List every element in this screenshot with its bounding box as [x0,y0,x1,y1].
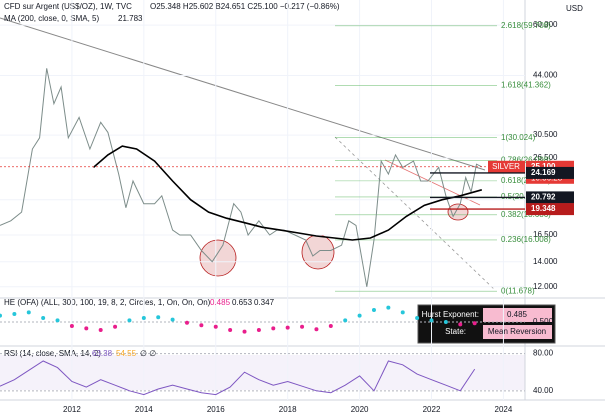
x-tick-label: 2022 [423,405,441,414]
hurst-dot [156,315,161,320]
table-label: Hurst Exponent: [422,310,479,319]
x-tick-label: 2018 [279,405,297,414]
hurst-reading: 0.485 [210,298,231,307]
hurst-title: HE (OFA) (ALL, 300, 100, 19, 8, 2, Circl… [4,298,211,307]
fib-label: 2.618(59.708) [501,21,551,30]
rsi-band [0,355,525,390]
x-tick-label: 2020 [351,405,369,414]
price-tag [526,166,574,179]
hurst-dot [314,327,319,332]
hurst-dot [400,310,405,315]
hurst-dot [472,321,477,326]
price-tag-label: 20.792 [531,193,556,202]
hurst-dot [386,305,391,310]
rsi-reading: 63.38 [92,349,113,358]
chart-title: CFD sur Argent (US$/OZ), 1W, TVC [4,2,132,11]
series-line [0,360,476,396]
highlight-circle [447,203,469,221]
x-tick-label: 2024 [495,405,513,414]
axis-unit: USD [566,4,583,13]
table-cell [483,308,552,322]
hurst-dot [98,328,103,332]
trendline [0,17,486,171]
hurst-dot [228,328,233,332]
hurst-dot [127,318,132,323]
hurst-dot [26,310,31,315]
symbol-tag-label: SILVER [492,162,520,171]
hurst-dot [343,318,348,323]
rsi-suffix: ∅ ∅ [140,349,156,358]
y-tick-label: 60.000 [533,20,558,29]
y-tick-label: 30.500 [533,130,558,139]
series-line [92,145,483,241]
x-tick-label: 2012 [63,405,81,414]
hurst-dot [84,326,89,331]
hurst-dot [242,329,247,334]
fib-label: 0.236(16.008) [501,235,551,244]
hurst-dot [357,313,362,318]
y-tick-label: 80.00 [533,349,554,358]
hurst-dot [69,324,74,328]
fib-diagonal [334,136,496,291]
hurst-dot [55,318,60,323]
highlight-circle [199,239,237,277]
table-value: 0.485 [507,310,528,319]
hurst-dot [41,316,46,320]
table-value: Mean Reversion [488,327,546,336]
fib-label: 0.5(20.851) [501,192,542,201]
ohlc-readout: O25.348 H25.602 B24.651 C25.100 −0.217 (… [150,2,340,11]
rsi-reading: 54.55 [116,349,137,358]
table-label: State: [445,327,466,336]
hurst-dot [300,324,305,329]
hurst-dot [113,324,118,329]
hurst-dot [285,325,290,330]
hurst-dot [458,322,463,327]
hurst-dot [371,308,376,312]
price-tag [526,203,574,216]
y-tick-label: 14.000 [533,257,558,266]
ma-legend: MA (200, close, 0, SMA, 5) [4,14,99,23]
symbol-tag [488,160,525,173]
hurst-dot [415,316,420,320]
x-tick-label: 2014 [135,405,153,414]
price-tag [526,191,574,204]
fib-label: 0.786(26.098) [501,156,551,165]
fib-label: 1(30.024) [501,133,536,142]
hurst-dot [256,328,261,332]
hurst-reading: 0.653 [232,298,253,307]
y-tick-label: 12.000 [533,282,558,291]
price-tag-label: 19.348 [531,204,556,213]
hurst-dot [12,312,17,316]
y-tick-label: 16.500 [533,230,558,239]
series-line [0,68,483,287]
price-tag-label: 24.169 [531,168,556,177]
hurst-dot [170,317,175,322]
ma-value: 21.783 [118,14,143,23]
hurst-dot [141,316,146,320]
table-cell [483,325,552,339]
y-tick-label: 26.500 [533,153,558,162]
fib-label: 0(11.678) [501,286,535,295]
hurst-dot [199,323,204,328]
hurst-reading: 0.347 [254,298,275,307]
x-tick-label: 2016 [207,405,225,414]
hurst-dot [429,318,434,323]
y-tick-label: 44.000 [533,71,558,80]
y-tick-label: 0.500 [533,317,554,326]
price-tag-label: 25.100 [531,162,556,171]
y-tick-label: 40.00 [533,386,554,395]
hurst-dot [184,320,189,325]
hurst-dot [443,320,448,324]
hurst-dot [213,324,218,329]
fib-label: 1.618(41.362) [501,81,551,90]
hurst-dot [271,326,276,331]
hurst-dot [0,313,2,318]
hurst-dot [328,324,333,328]
